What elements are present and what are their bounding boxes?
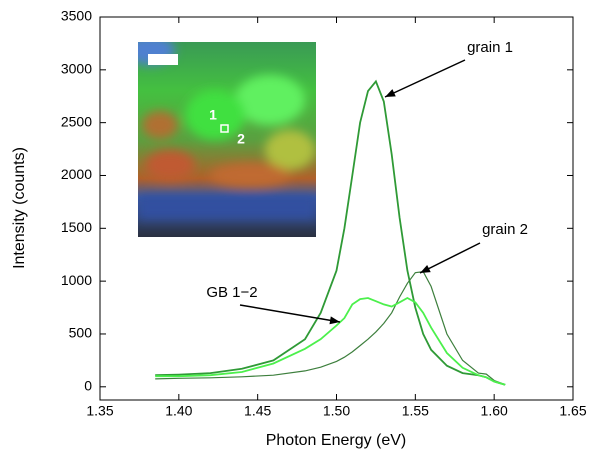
y-tick-label: 1500: [61, 219, 92, 235]
series-line: [155, 270, 506, 386]
annotation: grain 2: [482, 221, 528, 238]
x-tick-label: 1.65: [559, 403, 586, 419]
y-axis-title: Intensity (counts): [11, 147, 28, 269]
x-tick-label: 1.60: [481, 403, 508, 419]
inset-label: 1: [209, 107, 217, 123]
x-tick-label: 1.50: [323, 403, 350, 419]
y-tick-label: 3500: [61, 8, 92, 24]
y-tick-label: 500: [69, 325, 93, 341]
y-tick-label: 1000: [61, 272, 92, 288]
arrow-head: [329, 316, 340, 325]
series-line: [155, 296, 506, 386]
x-tick-label: 1.45: [244, 403, 271, 419]
y-tick-label: 2500: [61, 113, 92, 129]
y-tick-label: 2000: [61, 166, 92, 182]
annotation-arrow: [239, 304, 341, 323]
y-tick-label: 3000: [61, 61, 92, 77]
x-tick-label: 1.35: [86, 403, 113, 419]
annotation-arrow: [419, 242, 481, 274]
annotation: grain 1: [467, 39, 513, 56]
series-line: [155, 79, 506, 386]
inset-label: 2: [237, 131, 245, 147]
x-axis-title: Photon Energy (eV): [266, 432, 407, 449]
annotation-arrow: [384, 59, 466, 98]
y-tick-label: 0: [84, 377, 92, 393]
arrow-head: [385, 89, 396, 97]
inset-image: 1 2: [138, 42, 316, 237]
x-tick-label: 1.40: [165, 403, 192, 419]
annotation: GB 1−2: [206, 284, 257, 301]
x-tick-label: 1.55: [402, 403, 429, 419]
arrow-head: [420, 264, 431, 273]
